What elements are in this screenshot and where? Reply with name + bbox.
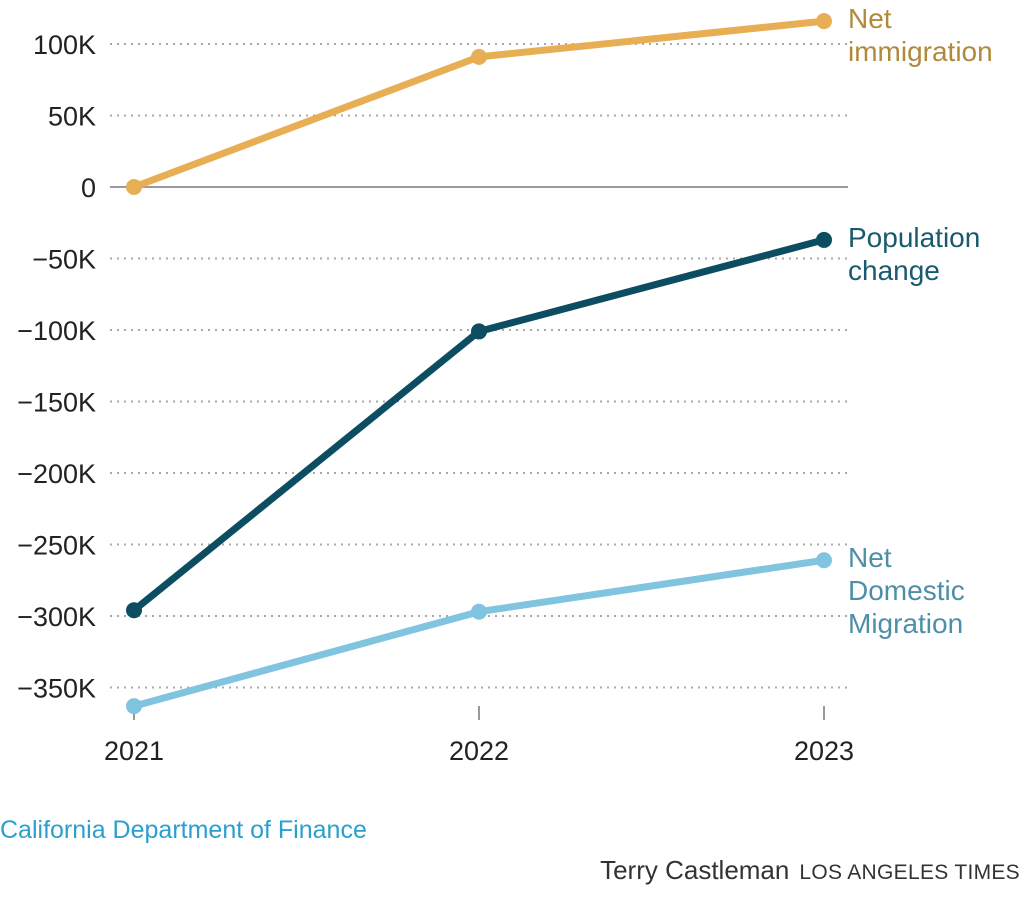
series-label: Migration: [848, 608, 963, 639]
source-credit: California Department of Finance: [0, 816, 367, 844]
y-tick-label: −250K: [17, 531, 96, 561]
y-tick-label: 100K: [33, 30, 96, 60]
series-label: Domestic: [848, 575, 965, 606]
series-label: Population: [848, 222, 980, 253]
author-name: Terry Castleman: [600, 855, 790, 885]
x-tick-label: 2022: [449, 736, 509, 766]
series-line-net-domestic-migration: [130, 556, 828, 710]
data-point: [126, 179, 142, 195]
y-tick-label: −300K: [17, 602, 96, 632]
y-tick-label: −200K: [17, 459, 96, 489]
y-tick-label: 0: [81, 173, 96, 203]
data-point: [471, 48, 487, 65]
y-tick-label: −350K: [17, 674, 96, 704]
data-point: [471, 603, 487, 620]
series-label: immigration: [848, 36, 993, 67]
data-point: [126, 602, 142, 619]
x-tick-label: 2021: [104, 736, 164, 766]
data-point: [816, 13, 832, 30]
byline: Terry Castleman LOS ANGELES TIMES: [600, 855, 1020, 886]
data-point: [816, 231, 832, 248]
series-label: Net: [848, 3, 892, 34]
publisher-name: LOS ANGELES TIMES: [799, 861, 1020, 884]
data-point: [126, 698, 142, 715]
series-label: change: [848, 255, 940, 286]
x-tick-label: 2023: [794, 736, 854, 766]
series-label: Net: [848, 542, 892, 573]
y-tick-label: −150K: [17, 388, 96, 418]
y-tick-label: −100K: [17, 316, 96, 346]
line-chart: 100K 50K 0 −50K −100K −150K −200K −250K −300K −35…: [17, 3, 993, 766]
y-tick-label: 50K: [48, 102, 96, 132]
y-tick-label: −50K: [32, 245, 96, 275]
data-point: [471, 323, 487, 340]
series-line-population-change: [130, 236, 828, 614]
series-line-net-immigration: [130, 17, 828, 191]
data-point: [816, 552, 832, 569]
